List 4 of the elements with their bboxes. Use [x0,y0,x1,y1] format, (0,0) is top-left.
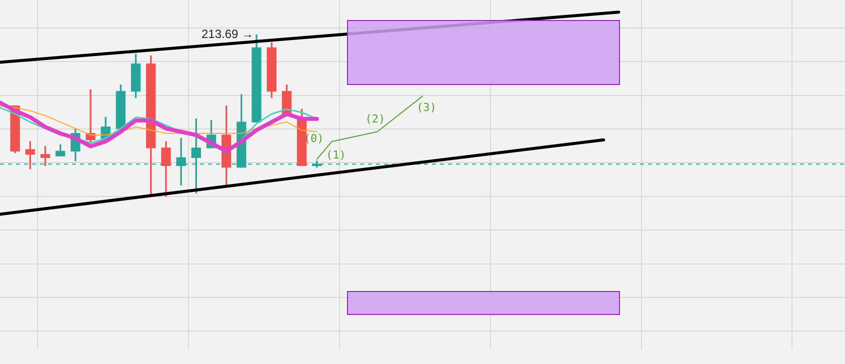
annotation: 213.69 → [201,27,254,42]
annotation: (1) [326,148,346,162]
annotation: (3) [416,101,436,114]
annotation: (2) [365,112,386,126]
